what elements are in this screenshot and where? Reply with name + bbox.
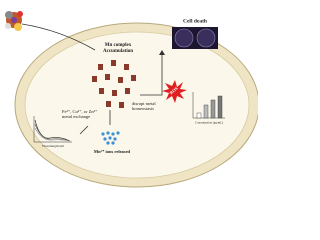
label: Fe²⁺, Cu²⁺, or Zn²⁺ (62, 109, 98, 115)
label: Mn²⁺ ions released (94, 149, 131, 154)
diagram: Mn complex Accumulation Cell death disru… (5, 11, 258, 188)
arrow (79, 125, 89, 135)
ros-burst (162, 80, 187, 103)
label: disrupt metal (132, 101, 156, 106)
mn-ions (101, 131, 120, 145)
arrow-head (159, 50, 165, 55)
arrow (140, 52, 163, 96)
axis-label: Wavelength nm (42, 144, 64, 148)
uptake-arrow (21, 23, 96, 51)
label: metal exchange (62, 114, 90, 119)
dish (174, 28, 194, 48)
label: Accumulation (103, 49, 133, 54)
bar-chart-icon (192, 92, 225, 119)
cell-interior (24, 31, 250, 179)
complex-icons (92, 60, 136, 108)
label: Mn complex (105, 43, 132, 48)
dish (196, 28, 216, 48)
label: ROS (169, 85, 180, 95)
spectrum-icon (33, 116, 72, 143)
label: Cell death (183, 18, 207, 24)
label: homeostasis (132, 106, 154, 111)
axis-label: Concentration (μg/mL) (195, 121, 223, 125)
molecule (5, 11, 23, 31)
